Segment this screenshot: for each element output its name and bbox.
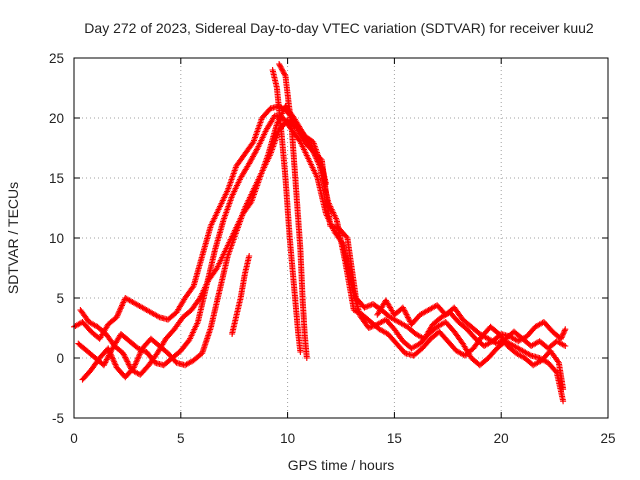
x-axis-label: GPS time / hours [288,457,395,473]
data-point [361,304,368,311]
data-point [111,360,118,367]
data-point [279,67,286,74]
data-point [189,284,196,291]
data-point [303,355,310,361]
data-point [559,333,566,340]
data-point [558,334,565,341]
plot-frame [73,57,609,419]
data-point [297,349,304,355]
data-point [281,71,288,78]
x-tick-label: 0 [70,431,78,446]
y-tick-label: -5 [52,411,64,426]
data-point [123,357,130,364]
data-point [115,311,121,318]
data-point [309,146,316,153]
x-tick-label: 25 [600,431,615,446]
x-tick-label: 10 [280,431,295,446]
data-point [134,355,141,362]
x-tick-label: 15 [387,431,402,446]
data-point [124,358,131,365]
series-branch-2 [374,297,569,352]
series-spike-2 [269,67,304,355]
data-point [400,306,407,312]
data-point [554,358,561,365]
data-point [314,158,321,165]
data-point [137,349,144,356]
y-tick-label: 15 [49,171,64,186]
data-point [365,325,372,331]
series-track-2 [75,112,567,405]
y-tick-label: 0 [56,351,64,366]
x-tick-label: 5 [177,431,185,446]
y-tick-label: 10 [49,231,64,246]
data-series [71,61,569,405]
data-point [121,353,128,359]
data-point [100,362,107,369]
data-point [101,360,108,367]
data-point [561,327,568,334]
data-point [312,152,318,159]
data-point [155,313,161,320]
data-point [404,313,411,319]
data-point [109,354,116,361]
data-point [276,62,283,69]
data-point [402,308,409,315]
data-point [120,299,127,306]
data-point [403,311,410,318]
data-point [104,355,111,362]
data-point [277,63,284,70]
series-track-3 [79,117,569,383]
series-branch-1 [229,253,253,337]
data-point [123,355,129,362]
data-point [132,361,139,368]
data-point [402,310,409,317]
series-track-1 [71,103,329,342]
data-point [559,331,566,338]
tick-labels: 0 5 10 15 20 25 -5 0 5 10 15 20 25 [49,51,616,446]
series-track-4 [77,103,567,393]
data-point [278,65,285,71]
data-point [552,368,559,375]
data-point [560,398,567,405]
data-point [406,317,413,324]
data-point [343,233,350,240]
data-point [560,342,567,349]
y-tick-label: 20 [49,111,64,126]
data-point [362,304,369,310]
data-point [117,305,124,312]
data-point [125,361,132,368]
data-point [276,61,283,67]
data-point [278,66,285,73]
data-point [125,360,132,366]
data-point [122,354,129,361]
data-point [106,348,113,355]
data-point [526,351,533,358]
data-point [401,307,408,314]
data-point [560,330,567,337]
data-point [367,324,374,331]
x-tick-label: 20 [494,431,509,446]
data-point [560,386,567,393]
data-point [246,253,253,259]
y-axis-label: SDTVAR / TECUs [5,182,21,294]
y-tick-label: 5 [56,291,64,306]
data-point [562,343,569,349]
chart-title: Day 272 of 2023, Sidereal Day-to-day VTE… [84,20,594,36]
data-point [365,302,372,309]
data-point [561,328,568,335]
y-tick-label: 25 [49,51,64,66]
series-spike-1 [276,61,310,361]
data-point [562,326,569,333]
data-point [103,356,110,363]
